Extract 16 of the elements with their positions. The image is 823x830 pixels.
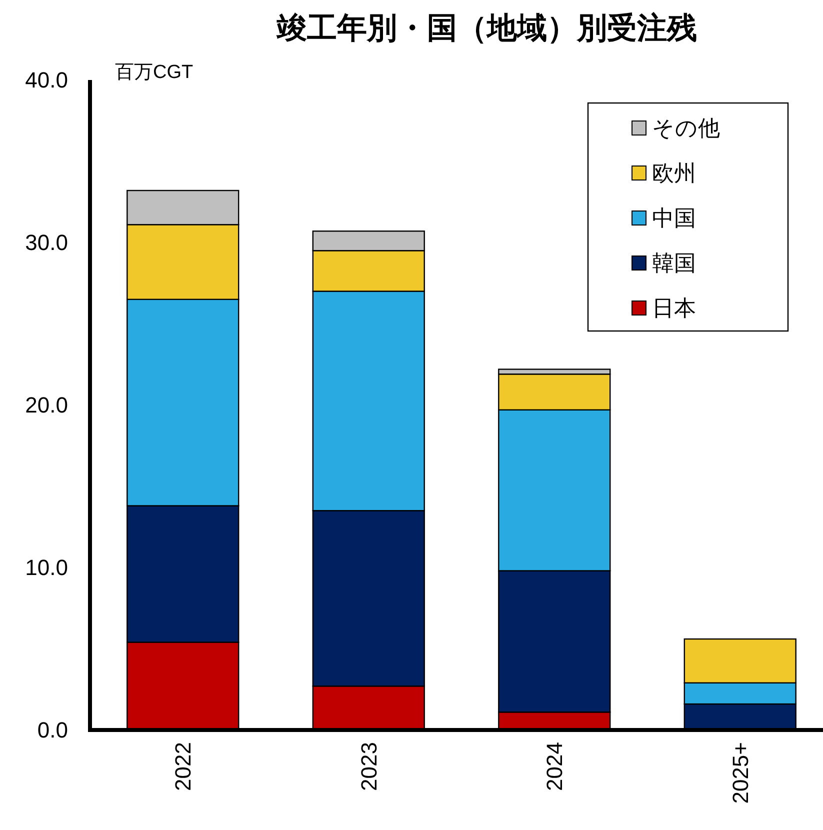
legend-label: 欧州 <box>652 160 696 186</box>
x-tick-label: 2023 <box>356 742 382 791</box>
legend-label: 日本 <box>652 296 696 321</box>
y-tick-label: 10.0 <box>25 555 68 580</box>
chart-title: 竣工年別・国（地域）別受注残 <box>276 11 697 45</box>
y-tick-label: 20.0 <box>25 392 68 418</box>
legend-label: その他 <box>652 116 720 141</box>
legend-label: 韓国 <box>652 250 696 276</box>
y-axis-title: 百万CGT <box>115 62 194 83</box>
y-tick-label: 30.0 <box>25 230 68 256</box>
x-tick-label: 2022 <box>170 742 196 791</box>
legend-label: 中国 <box>652 206 696 231</box>
x-tick-label: 2024 <box>542 742 568 791</box>
y-tick-label: 40.0 <box>25 68 68 93</box>
x-tick-label: 2025+ <box>728 742 753 804</box>
y-tick-label: 0.0 <box>37 718 68 743</box>
